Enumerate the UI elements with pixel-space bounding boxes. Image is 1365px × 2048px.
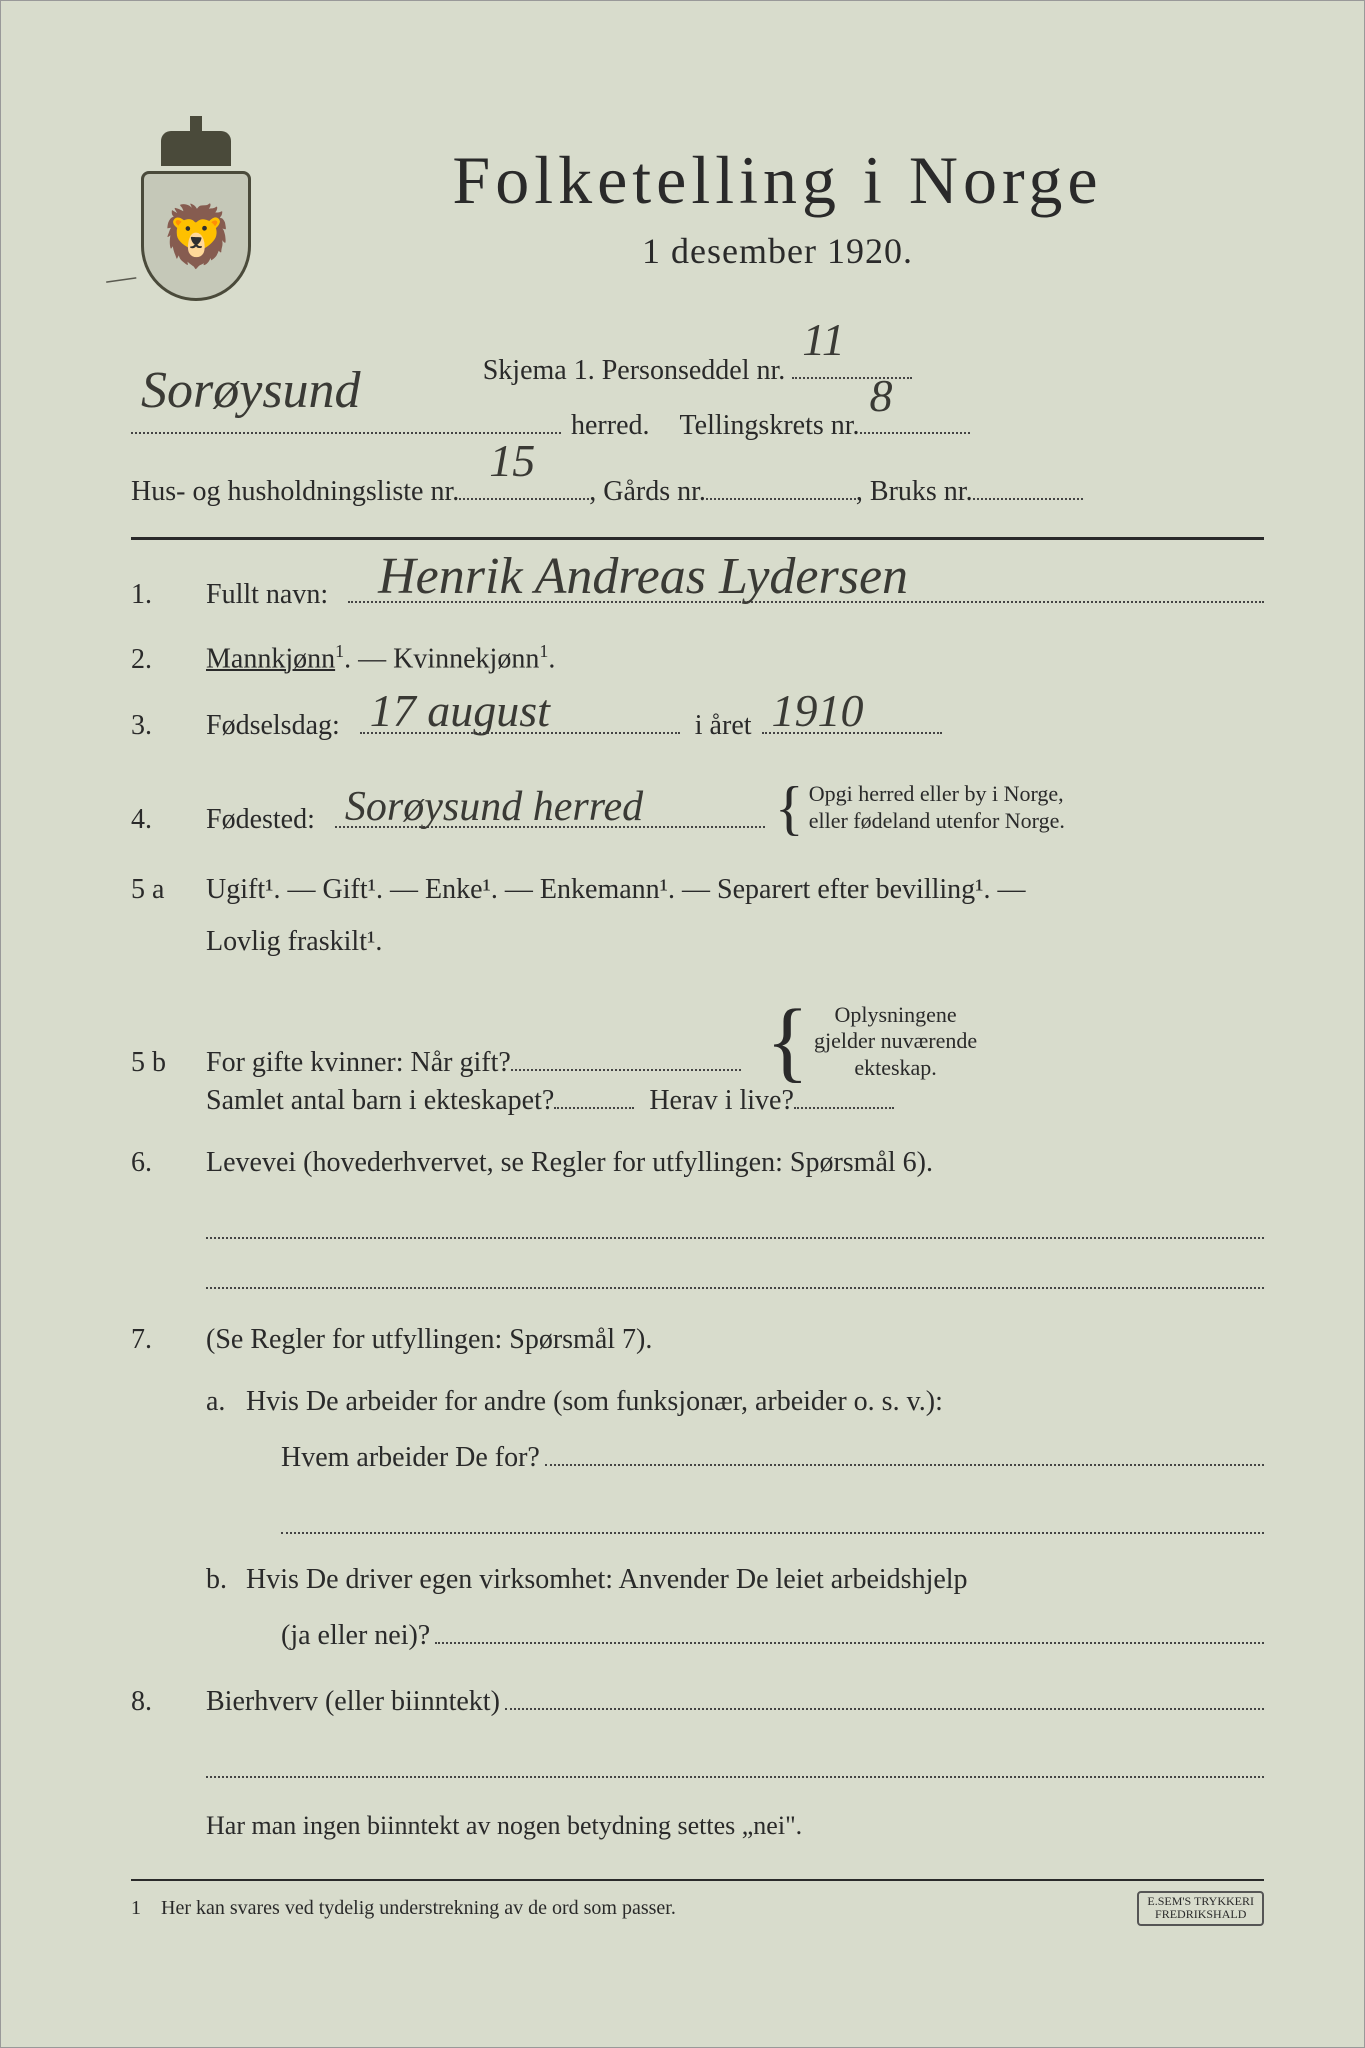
question-5b: 5 b For gifte kvinner: Når gift? { Oplys… [131,988,1264,1096]
question-6: 6. Levevei (hovederhvervet, se Regler fo… [131,1147,1264,1179]
q4-label: Fødested: [206,804,315,836]
q7-num: 7. [131,1324,206,1356]
q7a-line2: Hvem arbeider De for? [281,1442,540,1474]
divider [131,537,1264,540]
q1-num: 1. [131,579,206,611]
krets-label: Tellingskrets nr. [680,401,860,451]
question-3: 3. Fødselsdag: 17 august i året 1910 [131,706,1264,742]
personseddel-nr: 11 [802,299,845,382]
q5b-label1: For gifte kvinner: Når gift? [206,1047,511,1079]
q8-label: Bierhverv (eller biinntekt) [206,1686,500,1718]
q3-label: Fødselsdag: [206,710,340,742]
q7-label: (Se Regler for utfyllingen: Spørsmål 7). [206,1324,652,1355]
q6-blank-2 [206,1259,1264,1289]
printer-line1: E.SEM'S TRYKKERI [1147,1894,1254,1908]
q1-label: Fullt navn: [206,579,328,611]
footnote: 1 Her kan svares ved tydelig understrekn… [131,1881,1264,1935]
q5b-label2: Samlet antal barn i ekteskapet? [206,1085,554,1117]
q6-num: 6. [131,1147,206,1179]
herred-line: Sorøysund herred. Tellingskrets nr. 8 [131,401,1264,451]
question-5a: 5 a Ugift¹. — Gift¹. — Enke¹. — Enkemann… [131,874,1264,906]
q5b-note2: gjelder nuværende [814,1028,977,1053]
question-7b: b. Hvis De driver egen virksomhet: Anven… [206,1564,1264,1596]
brace-icon: { [775,772,804,844]
skjema-label: Skjema 1. Personseddel nr. [483,355,786,386]
herred-name: Sorøysund [141,344,361,438]
header: 🦁 Folketelling i Norge 1 desember 1920. [131,141,1264,301]
herred-label: herred. [571,401,650,451]
q5a-options2: Lovlig fraskilt¹. [206,926,382,957]
footnote-text: Her kan svares ved tydelig understreknin… [161,1897,676,1919]
q2-period: . [548,644,555,675]
q3-num: 3. [131,710,206,742]
q2-num: 2. [131,644,206,676]
hus-line: Hus- og husholdningsliste nr. 15 , Gårds… [131,467,1264,517]
hus-label: Hus- og husholdningsliste nr. [131,467,459,517]
full-name: Henrik Andreas Lydersen [378,547,908,606]
q5a-options: Ugift¹. — Gift¹. — Enke¹. — Enkemann¹. —… [206,874,1026,905]
crown-icon [161,131,231,166]
question-5a-cont: Lovlig fraskilt¹. [131,926,1264,958]
title-block: Folketelling i Norge 1 desember 1920. [291,141,1264,272]
husliste-nr: 15 [489,420,535,503]
gards-label: , Gårds nr. [589,467,706,517]
printer-line2: FREDRIKSHALD [1155,1907,1246,1921]
shield-icon: 🦁 [141,171,251,301]
q4-note1: Opgi herred eller by i Norge, [809,781,1064,806]
birthplace: Sorøysund herred [345,783,643,831]
q5b-note3: ekteskap. [854,1055,936,1080]
question-7a-cont: Hvem arbeider De for? [281,1438,1264,1474]
q5b-note: { Oplysningene gjelder nuværende ekteska… [766,988,977,1096]
q4-note2: eller fødeland utenfor Norge. [809,808,1065,833]
q8-note: Har man ingen biinntekt av nogen betydni… [206,1803,1264,1850]
question-7a: a. Hvis De arbeider for andre (som funks… [206,1386,1264,1418]
q4-note: { Opgi herred eller by i Norge, eller fø… [775,772,1065,844]
q6-label: Levevei (hovederhvervet, se Regler for u… [206,1147,933,1178]
q7a-line1: Hvis De arbeider for andre (som funksjon… [246,1386,943,1417]
question-7: 7. (Se Regler for utfyllingen: Spørsmål … [131,1324,1264,1356]
question-7b-cont: (ja eller nei)? [281,1616,1264,1652]
bruks-label: , Bruks nr. [856,467,973,517]
coat-of-arms: 🦁 [131,131,261,301]
q7b-letter: b. [206,1564,246,1596]
q2-sup1: 1 [335,641,344,661]
q6-blank-1 [206,1209,1264,1239]
q7b-line2: (ja eller nei)? [281,1620,430,1652]
q2-sup2: 1 [539,641,548,661]
q5a-num: 5 a [131,874,206,906]
question-4: 4. Fødested: Sorøysund herred { Opgi her… [131,772,1264,844]
birth-year: 1910 [772,684,864,737]
census-form-page: — 🦁 Folketelling i Norge 1 desember 1920… [0,0,1365,2048]
q5b-note1: Oplysningene [834,1002,956,1027]
q8-blank [206,1748,1264,1778]
question-8: 8. Bierhverv (eller biinntekt) [131,1682,1264,1718]
birth-day: 17 august [370,684,550,737]
question-1: 1. Fullt navn: Henrik Andreas Lydersen [131,575,1264,611]
q8-num: 8. [131,1686,206,1718]
subtitle: 1 desember 1920. [291,230,1264,272]
q5b-num: 5 b [131,1047,206,1079]
q7a-letter: a. [206,1386,246,1418]
main-title: Folketelling i Norge [291,141,1264,220]
q7a-blank [281,1504,1264,1534]
footnote-num: 1 [131,1897,141,1919]
q4-num: 4. [131,804,206,836]
q2-kvinne: Kvinnekjønn [393,644,539,675]
brace-icon: { [766,988,809,1096]
lion-icon: 🦁 [159,201,234,272]
q5b-label3: Herav i live? [649,1085,794,1117]
question-5b-cont: Samlet antal barn i ekteskapet? Herav i … [131,1081,1264,1117]
q7b-line1: Hvis De driver egen virksomhet: Anvender… [246,1564,968,1595]
printer-mark: E.SEM'S TRYKKERI FREDRIKSHALD [1137,1891,1264,1925]
question-2: 2. Mannkjønn1. — Kvinnekjønn1. [131,641,1264,675]
q2-dash: . — [344,644,393,675]
q3-mid: i året [695,710,752,742]
krets-nr: 8 [870,355,893,438]
q2-mann: Mannkjønn [206,644,335,675]
